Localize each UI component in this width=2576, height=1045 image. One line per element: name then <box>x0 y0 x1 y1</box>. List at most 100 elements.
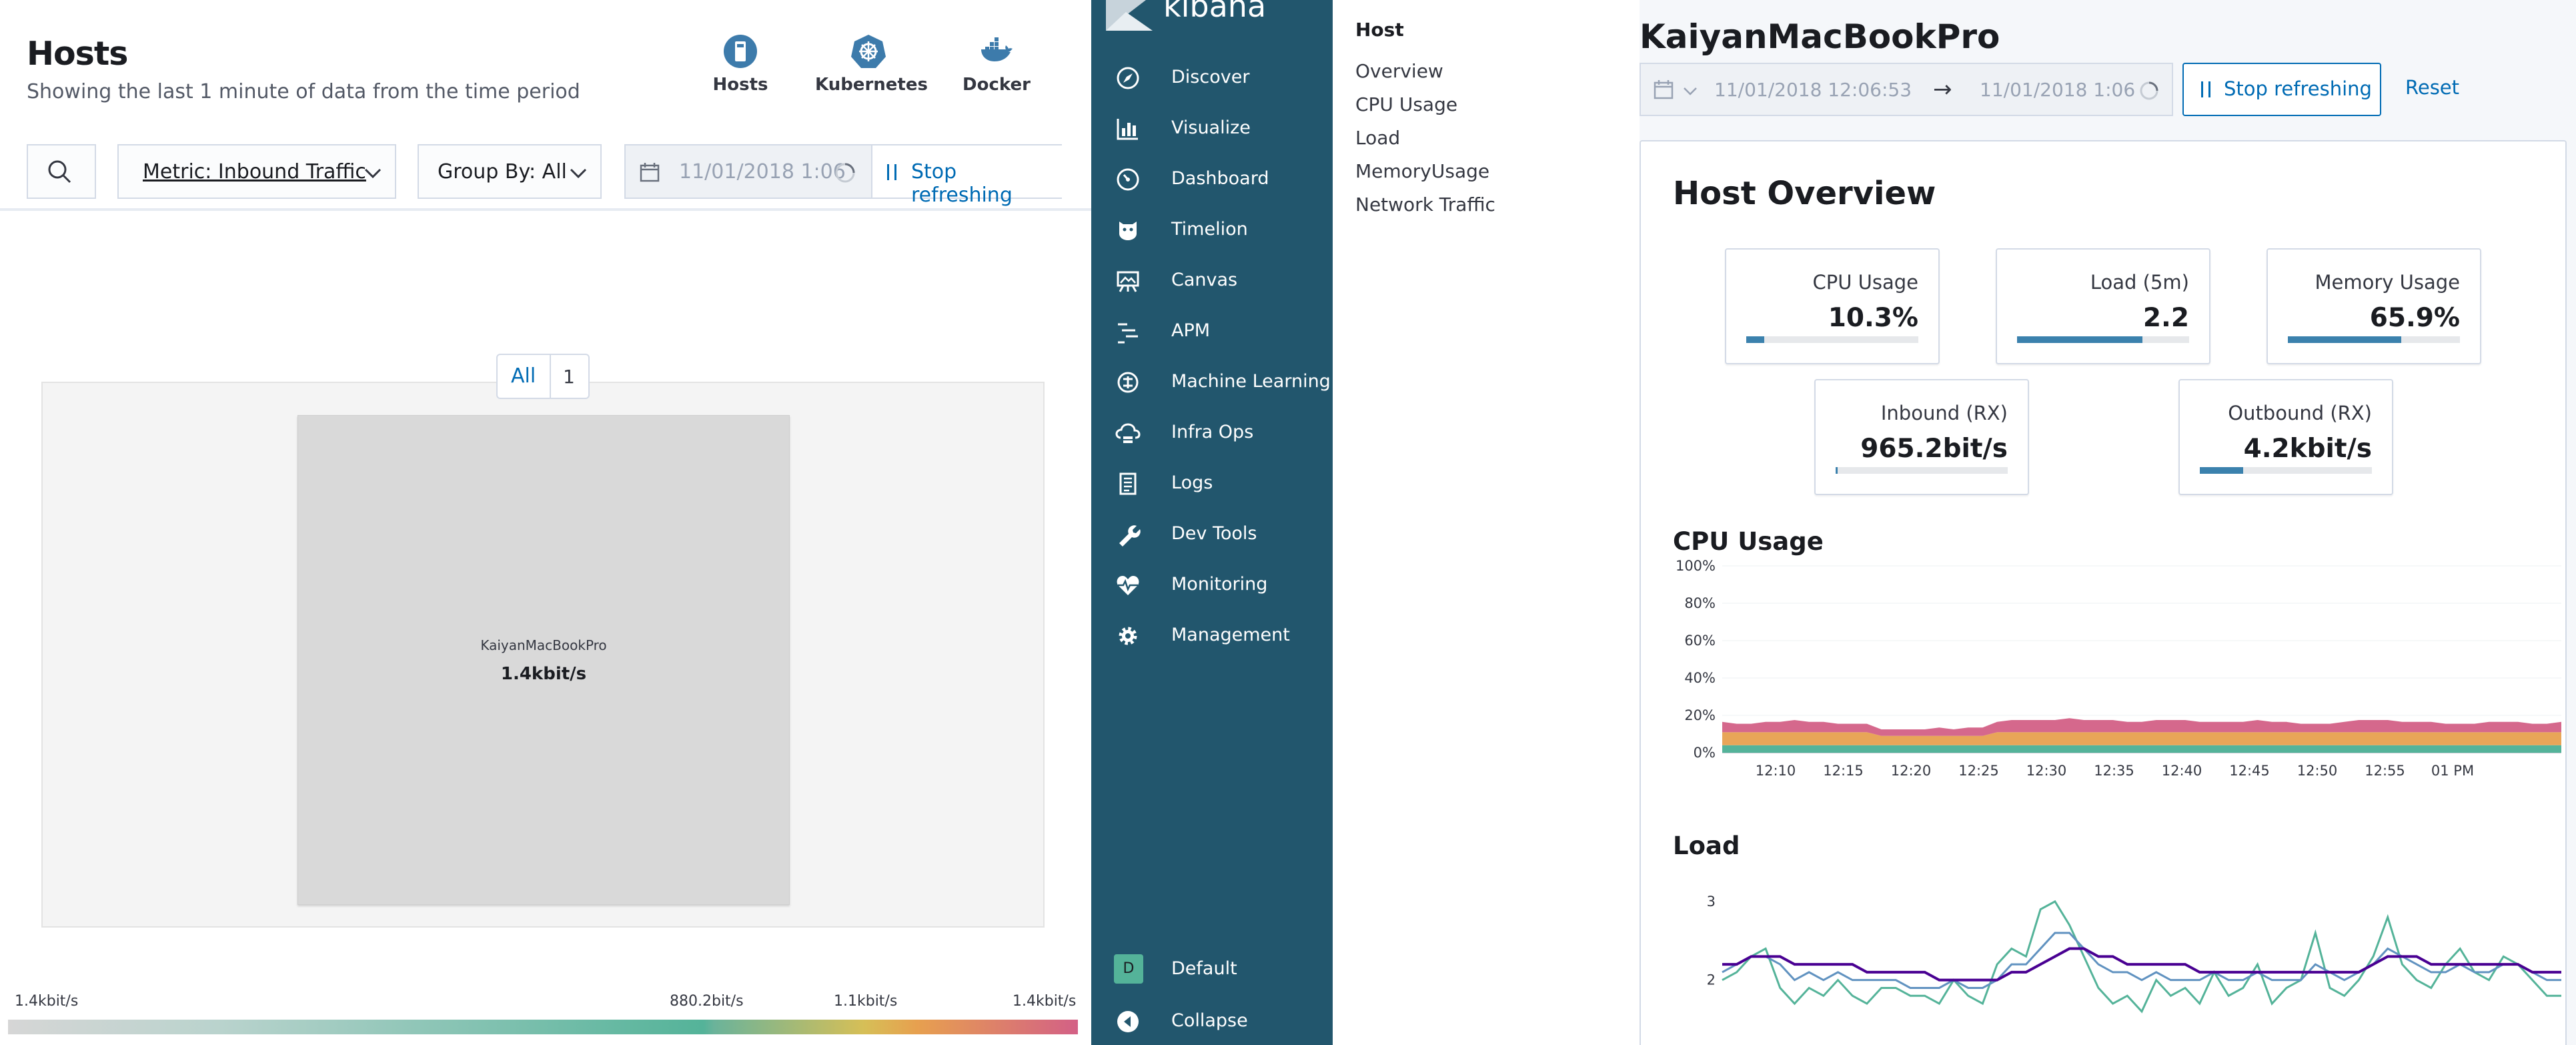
reset-button[interactable]: Reset <box>2405 76 2460 99</box>
collapse-label: Collapse <box>1171 1010 1248 1031</box>
load-title: Load <box>1673 831 1740 860</box>
calendar-icon <box>640 163 660 182</box>
sidebar-item-timelion[interactable]: Timelion <box>1091 210 1333 250</box>
sidebar-item-apm[interactable]: APM <box>1091 311 1333 351</box>
load-y-tick-label: 2 <box>1707 972 1716 988</box>
toolbar-divider <box>0 208 1091 211</box>
cpu-x-tick-label: 12:35 <box>2094 763 2134 779</box>
metric-select[interactable]: Metric: Inbound Traffic <box>117 144 396 199</box>
legend-label-min: 1.4kbit/s <box>15 993 79 1010</box>
cpu-y-tick-label: 100% <box>1676 559 1716 574</box>
host-detail: KaiyanMacBookPro 11/01/2018 12:06:53 → 1… <box>1640 0 2576 1045</box>
date-end[interactable]: 11/01/2018 1:06 <box>1980 79 2136 101</box>
kibana-logo-icon <box>1106 0 1153 31</box>
detail-date-picker[interactable]: 11/01/2018 12:06:53 → 11/01/2018 1:06 <box>1640 63 2173 116</box>
group-by-label: Group By: All <box>438 160 567 184</box>
color-legend-bar <box>8 1020 1078 1034</box>
legend-label-max: 1.4kbit/s <box>1013 993 1077 1010</box>
space-selector[interactable]: D Default <box>1091 949 1333 989</box>
sidebar-item-label: Canvas <box>1171 270 1238 290</box>
spinner-icon <box>835 163 855 183</box>
sidebar-item-discover[interactable]: Discover <box>1091 57 1333 97</box>
stat-bar-fill <box>1836 467 1838 474</box>
sidebar-item-dashboard[interactable]: Dashboard <box>1091 159 1333 199</box>
stat-value: 10.3% <box>1828 303 1918 333</box>
compass-icon <box>1117 67 1139 89</box>
collapse-left-icon <box>1117 1011 1139 1032</box>
ml-icon <box>1117 372 1139 393</box>
sidebar-item-infra-ops[interactable]: Infra Ops <box>1091 412 1333 452</box>
cpu-x-tick-label: 12:50 <box>2297 763 2338 779</box>
calendar-icon <box>1654 80 1674 99</box>
legend-label-1: 880.2bit/s <box>670 993 744 1010</box>
subnav-item-network-traffic[interactable]: Network Traffic <box>1355 194 1495 216</box>
stop-refreshing-button[interactable]: Stop refreshing <box>2182 63 2381 116</box>
pager-page[interactable]: 1 <box>563 366 575 388</box>
spinner-icon <box>2140 81 2158 100</box>
kubernetes-icon <box>851 35 886 68</box>
group-by-select[interactable]: Group By: All <box>418 144 602 199</box>
stat-outbound: Outbound (RX) 4.2kbit/s <box>2178 379 2393 495</box>
group-pager[interactable]: All 1 <box>496 354 590 399</box>
cpu-y-tick-label: 60% <box>1684 633 1716 649</box>
stat-title: Memory Usage <box>2315 271 2460 294</box>
cpu-area-series <box>1722 732 2561 745</box>
tab-kubernetes[interactable]: Kubernetes <box>815 33 928 95</box>
sidebar-item-canvas[interactable]: Canvas <box>1091 260 1333 300</box>
pager-divider <box>550 355 551 398</box>
stat-bar-fill <box>1746 336 1764 343</box>
sidebar-item-management[interactable]: Management <box>1091 615 1333 655</box>
pause-icon <box>2201 81 2210 97</box>
wrench-icon <box>1119 525 1141 547</box>
sidebar-item-label: Timelion <box>1171 219 1248 240</box>
sidebar-item-visualize[interactable]: Visualize <box>1091 108 1333 148</box>
subnav-item-load[interactable]: Load <box>1355 127 1401 149</box>
sidebar-item-label: APM <box>1171 320 1211 341</box>
collapse-button[interactable]: Collapse <box>1091 1001 1333 1041</box>
canvas-icon <box>1117 271 1139 292</box>
cpu-x-tick-label: 12:40 <box>2162 763 2202 779</box>
subnav-item-memory-usage[interactable]: MemoryUsage <box>1355 160 1490 182</box>
cpu-y-tick-label: 20% <box>1684 707 1716 723</box>
stat-memory-usage: Memory Usage 65.9% <box>2267 248 2481 364</box>
sidebar-item-machine-learning[interactable]: Machine Learning <box>1091 362 1333 402</box>
sidebar-item-monitoring[interactable]: Monitoring <box>1091 565 1333 605</box>
search-button[interactable] <box>27 144 96 199</box>
logs-icon <box>1119 472 1137 495</box>
stat-title: Load (5m) <box>2090 271 2189 294</box>
date-picker[interactable]: 11/01/2018 1:06 Stop refreshing <box>624 144 1062 207</box>
subnav-item-overview[interactable]: Overview <box>1355 60 1443 82</box>
cpu-y-tick-label: 0% <box>1694 745 1716 761</box>
tab-docker[interactable]: Docker <box>943 33 1050 95</box>
sidebar-item-dev-tools[interactable]: Dev Tools <box>1091 514 1333 554</box>
gauge-icon <box>1117 168 1139 191</box>
host-node-name: KaiyanMacBookPro <box>480 637 607 653</box>
sidebar-item-label: Infra Ops <box>1171 422 1254 442</box>
tab-hosts[interactable]: Hosts <box>687 33 794 95</box>
stat-title: Inbound (RX) <box>1880 402 2008 424</box>
host-node[interactable]: KaiyanMacBookPro 1.4kbit/s <box>297 415 790 905</box>
stat-value: 2.2 <box>2142 303 2189 333</box>
stat-bar <box>2017 336 2189 343</box>
subnav-heading: Host <box>1355 19 1404 41</box>
docker-icon <box>981 37 1013 61</box>
stat-bar-fill <box>2017 336 2143 343</box>
subnav-item-cpu-usage[interactable]: CPU Usage <box>1355 93 1458 115</box>
page-title: Hosts <box>27 35 128 73</box>
stat-title: Outbound (RX) <box>2228 402 2372 424</box>
tab-docker-label: Docker <box>962 75 1031 95</box>
sidebar-item-label: Discover <box>1171 67 1250 87</box>
chevron-down-icon <box>364 168 382 179</box>
metric-select-label: Metric: Inbound Traffic <box>143 160 366 184</box>
stat-bar <box>1836 467 2008 474</box>
hosts-panel: Hosts Showing the last 1 minute of data … <box>0 0 1091 1045</box>
date-start[interactable]: 11/01/2018 12:06:53 <box>1714 79 1912 101</box>
overview-card: Host Overview CPU Usage 10.3% Load (5m) … <box>1640 140 2567 1045</box>
kibana-brand: kibana <box>1163 0 1267 24</box>
stop-refreshing-button[interactable]: Stop refreshing <box>871 145 1062 207</box>
infra-icon <box>1115 423 1141 443</box>
sidebar-item-logs[interactable]: Logs <box>1091 463 1333 503</box>
pager-all[interactable]: All <box>511 364 536 388</box>
cpu-x-tick-label: 01 PM <box>2431 763 2474 779</box>
cpu-x-tick-label: 12:55 <box>2365 763 2405 779</box>
